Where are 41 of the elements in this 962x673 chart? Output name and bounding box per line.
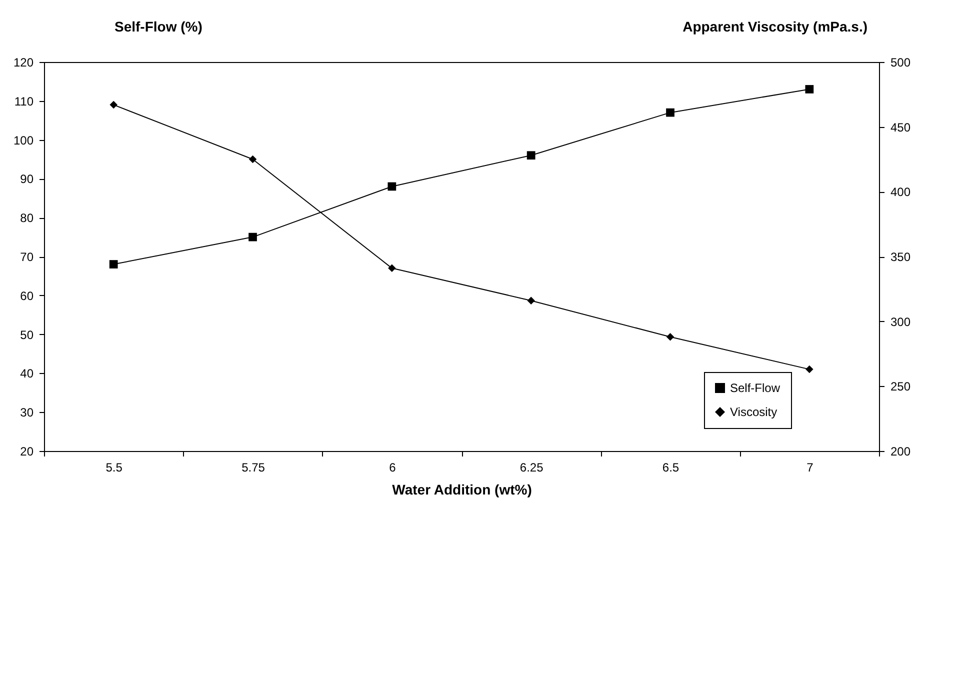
point	[805, 85, 814, 94]
y-axis-title: Self-Flow (%)	[114, 18, 202, 34]
y-tick-label: 90	[20, 172, 34, 186]
y-tick-label: 120	[13, 56, 34, 70]
y-tick-label: 80	[20, 211, 34, 226]
y-tick-label: 70	[20, 250, 34, 264]
y2-tick-label: 250	[890, 380, 911, 394]
point	[388, 182, 396, 191]
x-tick-label: 6	[389, 460, 396, 474]
x-tick-label: 7	[806, 460, 814, 474]
point	[110, 100, 118, 109]
legend-label: Viscosity	[730, 405, 778, 419]
y2-tick-label: 350	[890, 250, 911, 264]
y2-tick-label: 400	[890, 185, 911, 200]
point	[806, 365, 814, 374]
y2-tick-label: 450	[890, 120, 911, 134]
x-axis-title: Water Addition (wt%)	[392, 482, 532, 498]
x-tick-label: 5.75	[242, 460, 266, 474]
x-tick-label: 6.5	[662, 460, 680, 474]
y2-tick-label: 200	[890, 444, 911, 458]
y-tick-label: 60	[20, 288, 34, 303]
point	[666, 108, 674, 117]
x-tick-label: 6.25	[520, 460, 544, 474]
point	[388, 264, 396, 272]
point	[666, 333, 674, 341]
y-tick-label: 50	[20, 328, 34, 342]
x-tick-label: 5.5	[106, 460, 123, 474]
point	[526, 151, 536, 160]
y-tick-label: 40	[20, 366, 34, 381]
y-tick-label: 110	[14, 94, 34, 108]
y-tick-label: 20	[20, 444, 34, 458]
y-tick-label: 100	[13, 133, 34, 148]
y2-axis-title: Apparent Viscosity (mPa.s.)	[682, 18, 868, 34]
point	[527, 296, 535, 304]
y-tick-label: 30	[20, 406, 34, 420]
point	[109, 260, 118, 268]
point	[248, 232, 257, 242]
legend-label: Self-Flow	[730, 381, 780, 395]
y2-tick-label: 300	[890, 314, 911, 329]
y2-tick-label: 500	[890, 56, 911, 70]
point	[248, 155, 257, 164]
